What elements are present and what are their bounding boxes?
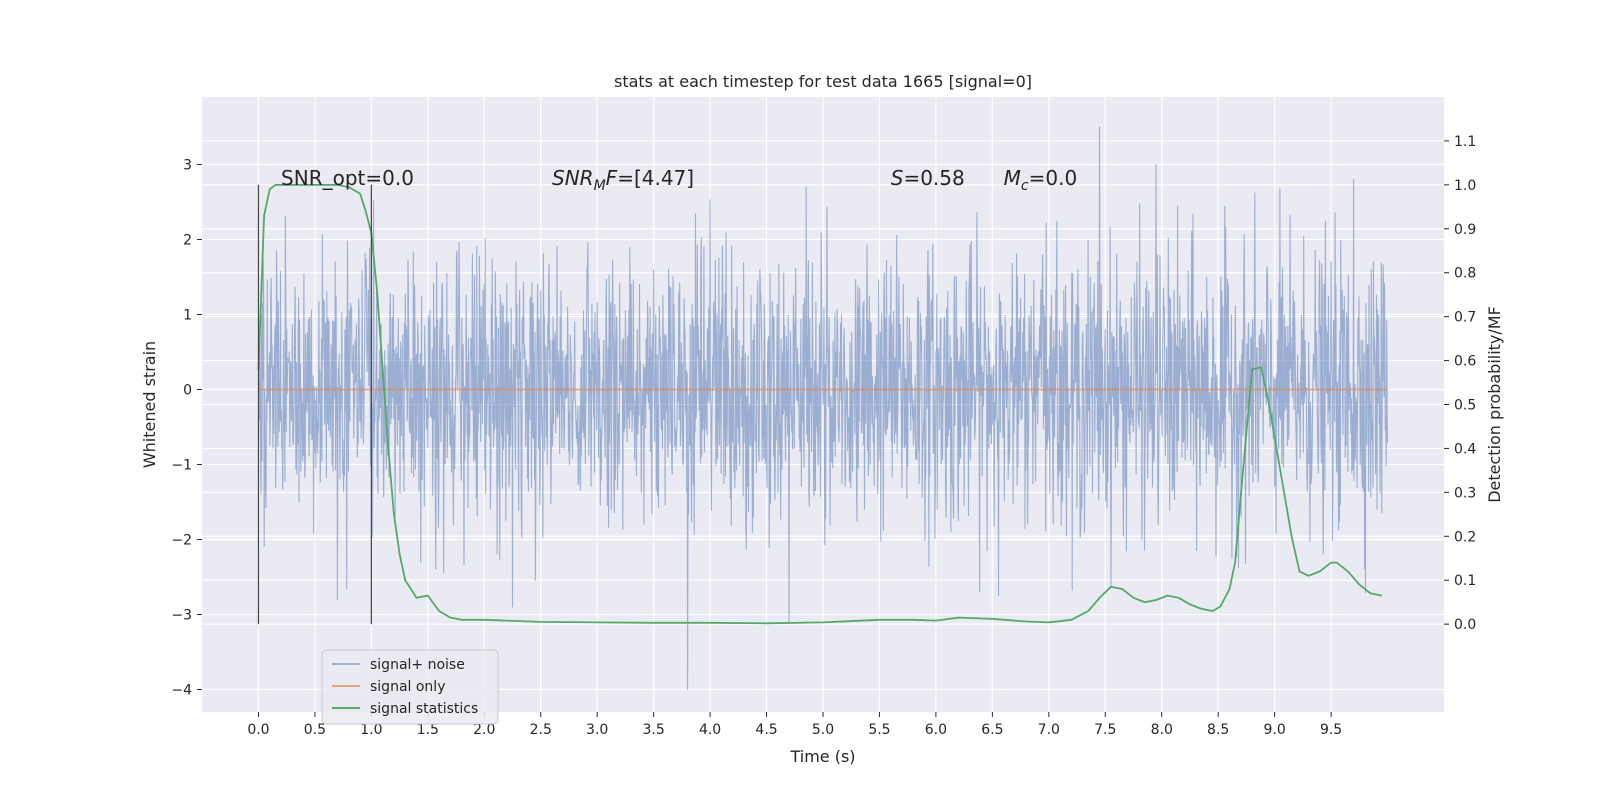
x-tick-label: 3.0 bbox=[586, 722, 608, 738]
x-tick-label: 0.5 bbox=[304, 722, 326, 738]
y-tick-label: −2 bbox=[171, 533, 192, 549]
annotations: SNR_opt=0.0 SNRMF=[4.47] S=0.58 Mc=0.0 bbox=[281, 166, 1077, 194]
series-layer bbox=[257, 126, 1389, 691]
y-tick-label: 0 bbox=[183, 383, 192, 399]
y2-tick-label: 0.2 bbox=[1454, 529, 1476, 545]
annotation: SNRMF=[4.47] bbox=[552, 166, 694, 194]
x-tick-label: 3.5 bbox=[643, 722, 665, 738]
legend-entry: signal+ noise bbox=[370, 657, 465, 673]
x-tick-label: 1.5 bbox=[417, 722, 439, 738]
series-line-2 bbox=[257, 184, 1383, 625]
y2-tick-label: 0.6 bbox=[1454, 354, 1476, 370]
x-tick-label: 5.0 bbox=[812, 722, 834, 738]
y2-tick-label: 1.1 bbox=[1454, 134, 1476, 150]
y2-tick-label: 0.8 bbox=[1454, 266, 1476, 282]
annotation: Mc=0.0 bbox=[1004, 166, 1078, 194]
y2-tick-label: 0.7 bbox=[1454, 310, 1476, 326]
chart-title: stats at each timestep for test data 166… bbox=[614, 72, 1032, 91]
x-tick-label: 9.0 bbox=[1264, 722, 1286, 738]
x-tick-label: 2.0 bbox=[473, 722, 495, 738]
x-tick-label: 5.5 bbox=[868, 722, 890, 738]
legend-entry: signal only bbox=[370, 679, 445, 695]
y2-tick-label: 0.4 bbox=[1454, 441, 1476, 457]
y-tick-label: 1 bbox=[183, 308, 192, 324]
y2-tick-label: 0.0 bbox=[1454, 617, 1476, 633]
x-tick-label: 0.0 bbox=[247, 722, 269, 738]
y2-axis-label: Detection probability/MF bbox=[1485, 306, 1504, 503]
x-tick-label: 6.5 bbox=[981, 722, 1003, 738]
y-tick-label: 2 bbox=[183, 233, 192, 249]
annotation: S=0.58 bbox=[891, 166, 965, 190]
y-tick-label: −3 bbox=[171, 608, 192, 624]
y-tick-label: −4 bbox=[171, 683, 192, 699]
y-tick-label: 3 bbox=[183, 158, 192, 174]
x-tick-label: 8.5 bbox=[1207, 722, 1229, 738]
axes: 0.0 0.5 1.0 1.5 2.0 2.5 3.0 3.5 4.0 4.5 5.0 5.5 6.0 6… bbox=[171, 134, 1476, 738]
x-tick-label: 2.5 bbox=[530, 722, 552, 738]
y2-tick-label: 0.5 bbox=[1454, 398, 1476, 414]
series-line-0 bbox=[257, 126, 1389, 691]
annotation: SNR_opt=0.0 bbox=[281, 166, 414, 190]
y2-tick-label: 1.0 bbox=[1454, 178, 1476, 194]
x-tick-label: 4.0 bbox=[699, 722, 721, 738]
legend: signal+ noise signal only signal statistic… bbox=[321, 649, 499, 725]
legend-entry: signal statistics bbox=[370, 701, 478, 717]
y2-tick-label: 0.9 bbox=[1454, 222, 1476, 238]
y2-tick-label: 0.3 bbox=[1454, 485, 1476, 501]
x-tick-label: 8.0 bbox=[1151, 722, 1173, 738]
y-tick-label: −1 bbox=[171, 458, 192, 474]
vlines bbox=[257, 184, 372, 625]
y-axis-label: Whitened strain bbox=[140, 341, 159, 468]
legend-box bbox=[321, 649, 499, 725]
x-axis-label: Time (s) bbox=[789, 747, 855, 766]
x-tick-label: 7.5 bbox=[1094, 722, 1116, 738]
y2-tick-label: 0.1 bbox=[1454, 573, 1476, 589]
x-tick-label: 6.0 bbox=[925, 722, 947, 738]
x-tick-label: 7.0 bbox=[1038, 722, 1060, 738]
x-tick-label: 4.5 bbox=[755, 722, 777, 738]
x-tick-label: 9.5 bbox=[1320, 722, 1342, 738]
x-tick-label: 1.0 bbox=[360, 722, 382, 738]
